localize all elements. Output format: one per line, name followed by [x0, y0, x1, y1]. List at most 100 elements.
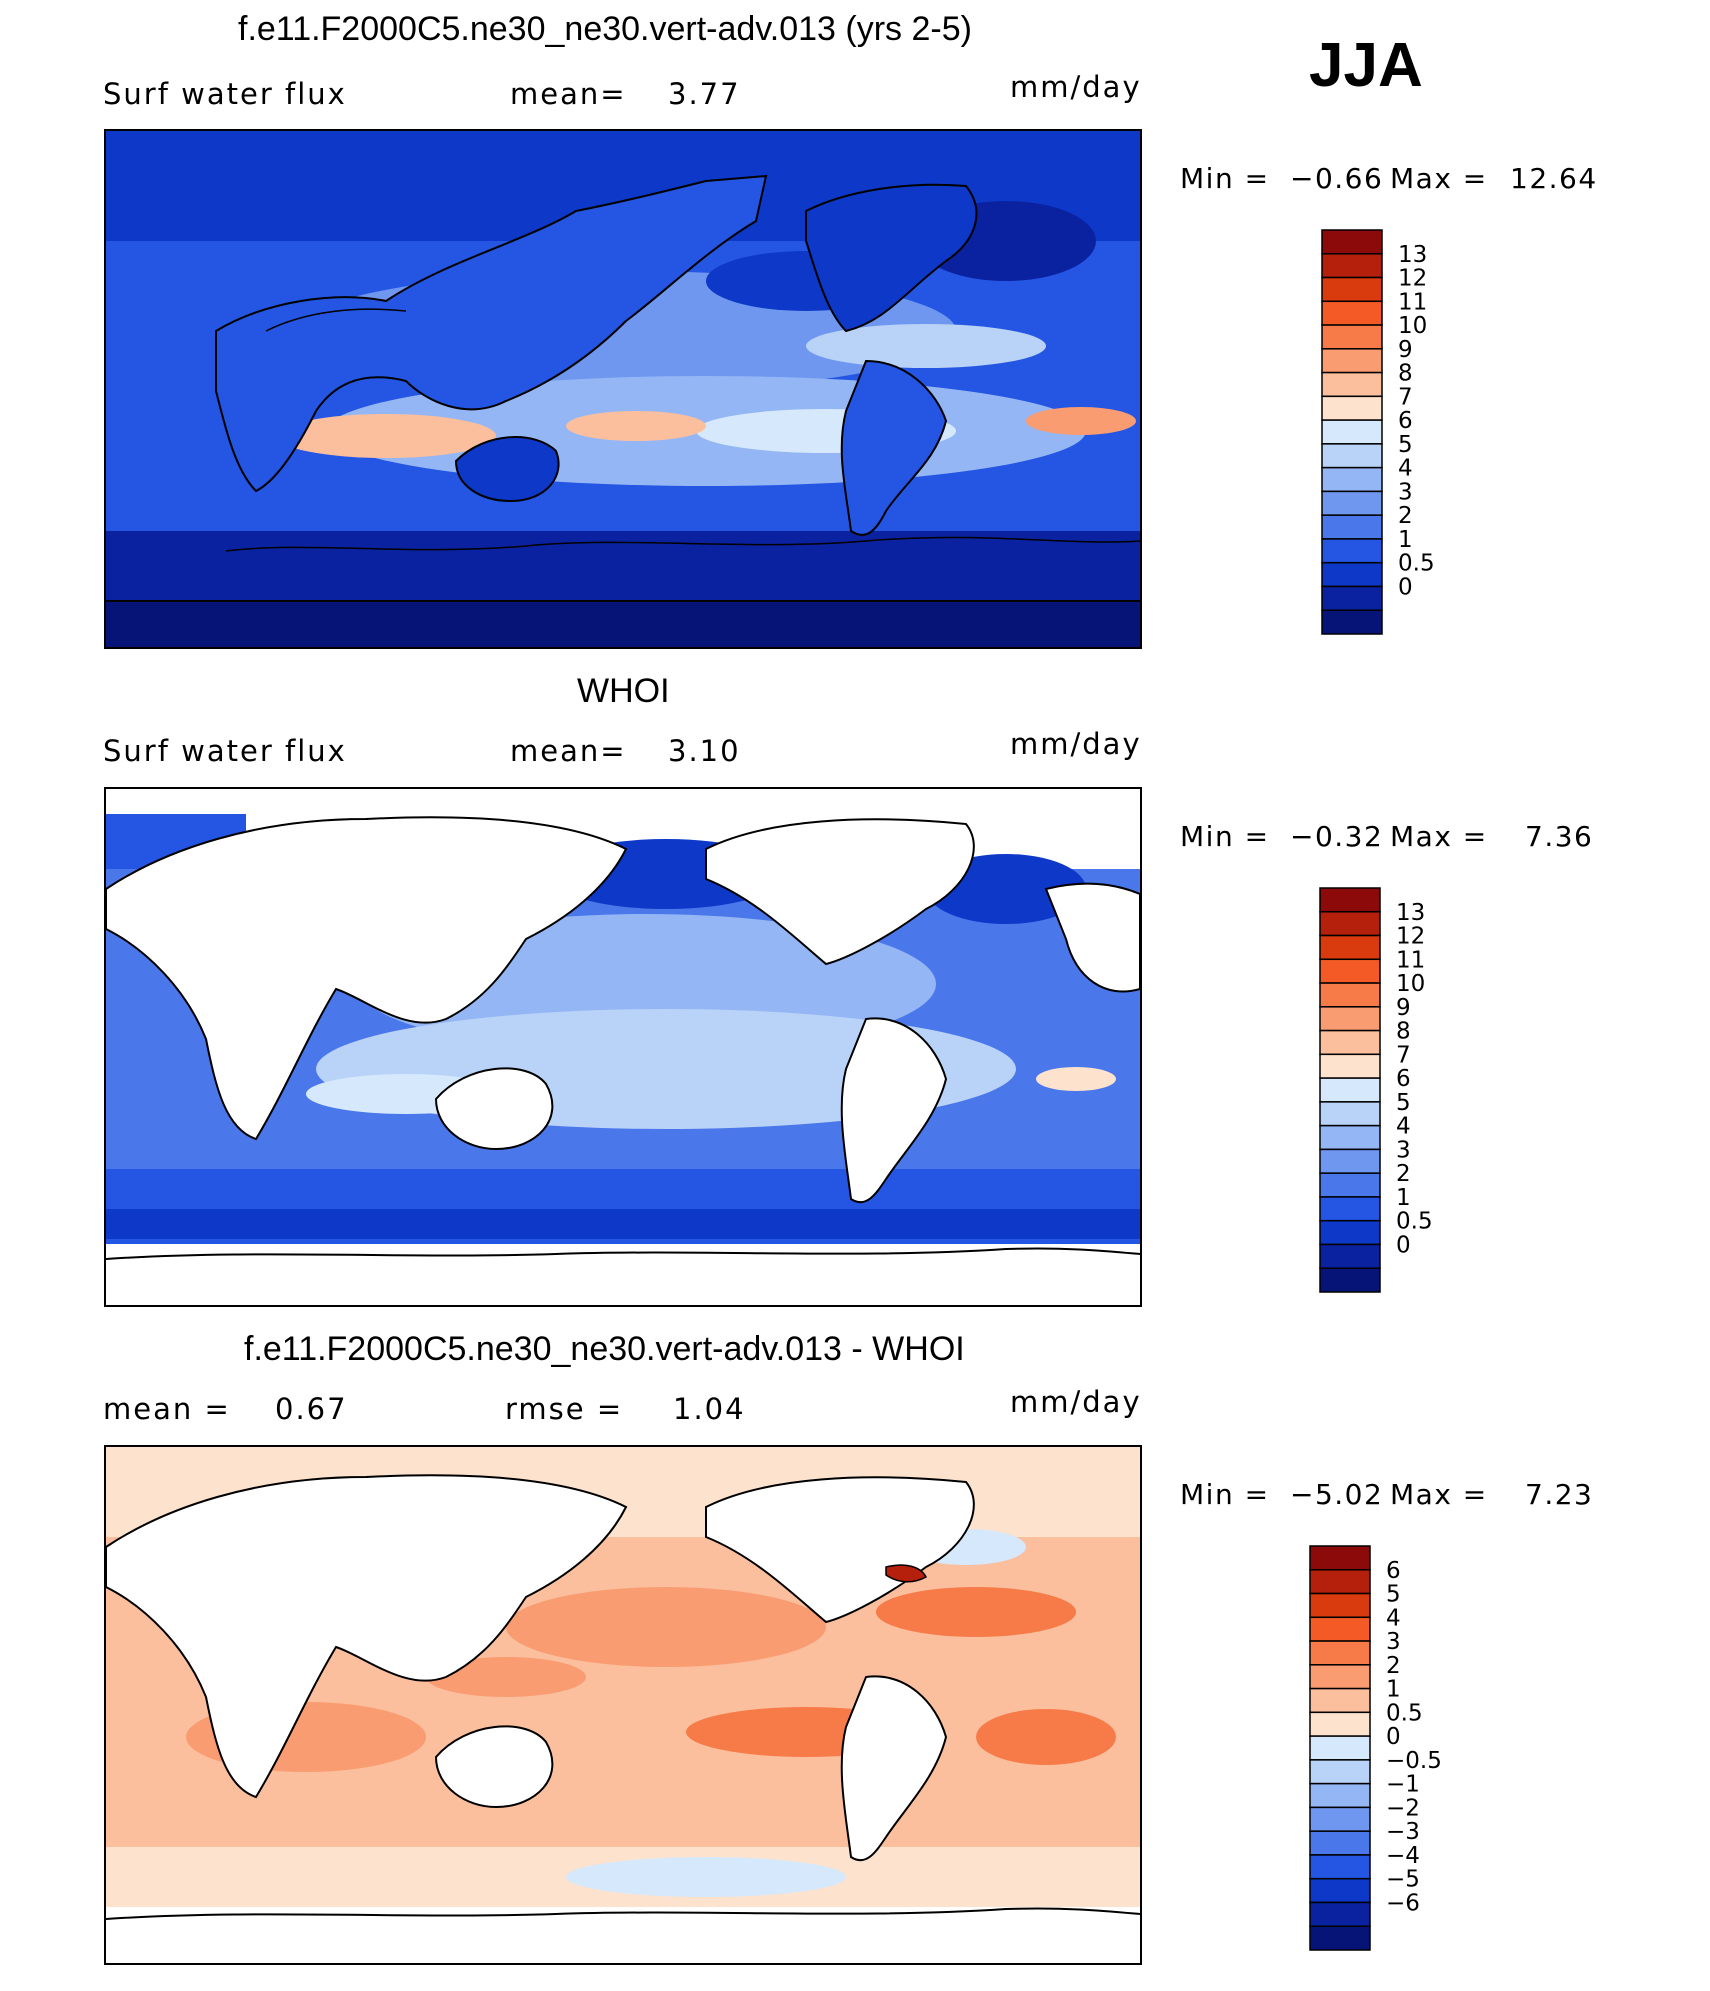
colorbar-tick-label: 7 [1396, 1042, 1411, 1068]
panel-3-mean-value: 0.67 [275, 1392, 348, 1426]
colorbar-swatch [1321, 609, 1383, 635]
colorbar-tick-label: 7 [1398, 384, 1413, 410]
colorbar-tick-label: 0.5 [1386, 1700, 1423, 1726]
panel-3-colorbar: 6 5 4 3 2 1 0.5 0 −0.5 −1 −2 −3 −4 −5 −6 [1308, 1544, 1488, 1959]
colorbar-tick-label: 2 [1386, 1653, 1401, 1679]
panel-1-map-graphic [106, 131, 1140, 647]
colorbar-tick-label: −5 [1386, 1867, 1420, 1893]
colorbar-swatch [1309, 1830, 1371, 1856]
panel-1-min-value: −0.66 [1290, 162, 1384, 195]
colorbar-tick-label: 9 [1398, 337, 1413, 363]
colorbar-tick-label: 2 [1398, 503, 1413, 529]
colorbar-tick-label: 10 [1396, 971, 1425, 997]
panel-2-max-label: Max = [1390, 820, 1488, 853]
panel-3-min-label: Min = [1180, 1478, 1270, 1511]
panel-3-map [104, 1445, 1142, 1965]
colorbar-swatch [1319, 1053, 1381, 1079]
panel-1-variable-label: Surf water flux [103, 77, 347, 111]
colorbar-tick-label: −0.5 [1386, 1748, 1442, 1774]
colorbar-swatch [1319, 1101, 1381, 1127]
colorbar-tick-label: 0 [1396, 1232, 1411, 1258]
colorbar-swatch [1319, 1243, 1381, 1269]
colorbar-tick-label: 12 [1396, 924, 1425, 950]
colorbar-swatch [1321, 371, 1383, 398]
colorbar-tick-label: 0 [1398, 574, 1413, 600]
colorbar-tick-label: −1 [1386, 1772, 1420, 1798]
panel-1-units: mm/day [1010, 70, 1142, 104]
colorbar-swatch [1309, 1616, 1371, 1642]
panel-2-mean-label: mean= [510, 734, 627, 768]
panel-1-colorbar: 13 12 11 10 9 8 7 6 5 4 3 2 1 0.5 0 [1320, 228, 1480, 643]
colorbar-tick-label: 13 [1396, 900, 1425, 926]
colorbar-swatch [1309, 1640, 1371, 1666]
panel-1-max-label: Max = [1390, 162, 1488, 195]
colorbar-swatch [1319, 1124, 1381, 1151]
panel-1-mean-value: 3.77 [668, 77, 741, 111]
colorbar-swatch [1319, 1172, 1381, 1198]
colorbar-swatch [1321, 348, 1383, 374]
panel-3-rmse-label: rmse = [505, 1392, 624, 1426]
colorbar-swatch [1321, 561, 1383, 588]
colorbar-tick-label: −4 [1386, 1843, 1420, 1869]
panel-2-colorbar: 13 12 11 10 9 8 7 6 5 4 3 2 1 0.5 0 [1318, 886, 1478, 1301]
panel-1-title: f.e11.F2000C5.ne30_ne30.vert-adv.013 (yr… [238, 10, 972, 48]
colorbar-tick-label: 12 [1398, 266, 1427, 292]
colorbar-tick-label: 4 [1396, 1114, 1411, 1140]
colorbar-swatch [1319, 1219, 1381, 1246]
colorbar-tick-label: 3 [1396, 1137, 1411, 1163]
colorbar-swatch [1321, 229, 1383, 255]
colorbar-tick-label: 5 [1396, 1090, 1411, 1116]
panel-3-title: f.e11.F2000C5.ne30_ne30.vert-adv.013 - W… [244, 1330, 965, 1368]
panel-2-variable-label: Surf water flux [103, 734, 347, 768]
colorbar-tick-label: 0.5 [1396, 1209, 1433, 1235]
colorbar-tick-label: 9 [1396, 995, 1411, 1021]
colorbar-swatch [1321, 466, 1383, 493]
panel-2-map-graphic [106, 789, 1140, 1305]
colorbar-swatch [1321, 300, 1383, 326]
colorbar-swatch [1309, 1806, 1371, 1832]
panel-2-map [104, 787, 1142, 1307]
colorbar-swatch [1321, 514, 1383, 540]
panel-1-mean-label: mean= [510, 77, 627, 111]
colorbar-swatch [1309, 1901, 1371, 1927]
colorbar-tick-label: 0 [1386, 1724, 1401, 1750]
colorbar-tick-label: 10 [1398, 313, 1427, 339]
panel-3-max-value: 7.23 [1525, 1478, 1594, 1511]
colorbar-tick-label: 4 [1398, 456, 1413, 482]
colorbar-swatch [1321, 443, 1383, 469]
colorbar-tick-label: 6 [1398, 408, 1413, 434]
colorbar-tick-label: 2 [1396, 1161, 1411, 1187]
colorbar-tick-label: 3 [1398, 479, 1413, 505]
colorbar-swatch [1319, 982, 1381, 1008]
colorbar-swatch [1319, 1267, 1381, 1293]
colorbar-tick-label: 8 [1398, 361, 1413, 387]
colorbar-swatch [1319, 1029, 1381, 1056]
colorbar-swatch [1309, 1735, 1371, 1761]
colorbar-tick-label: 6 [1386, 1558, 1401, 1584]
panel-3-min-value: −5.02 [1290, 1478, 1384, 1511]
colorbar-swatch [1319, 911, 1381, 937]
colorbar-tick-label: 3 [1386, 1629, 1401, 1655]
colorbar-swatch [1319, 958, 1381, 984]
colorbar-swatch [1319, 887, 1381, 913]
colorbar-swatch [1309, 1545, 1371, 1571]
panel-2-title: WHOI [577, 672, 670, 710]
colorbar-tick-label: 8 [1396, 1019, 1411, 1045]
colorbar-tick-label: 11 [1396, 947, 1425, 973]
colorbar-swatch [1321, 276, 1383, 303]
colorbar-tick-label: 4 [1386, 1605, 1401, 1631]
panel-1-map [104, 129, 1142, 649]
colorbar-swatch [1321, 253, 1383, 279]
panel-2-units: mm/day [1010, 727, 1142, 761]
colorbar-swatch [1319, 1006, 1381, 1032]
panel-3-rmse-value: 1.04 [673, 1392, 746, 1426]
colorbar-tick-label: 6 [1396, 1066, 1411, 1092]
panel-1-min-label: Min = [1180, 162, 1270, 195]
colorbar-tick-label: 5 [1386, 1582, 1401, 1608]
colorbar-swatch [1309, 1877, 1371, 1904]
colorbar-swatch [1309, 1782, 1371, 1809]
panel-3-max-label: Max = [1390, 1478, 1488, 1511]
colorbar-swatch [1309, 1592, 1371, 1619]
